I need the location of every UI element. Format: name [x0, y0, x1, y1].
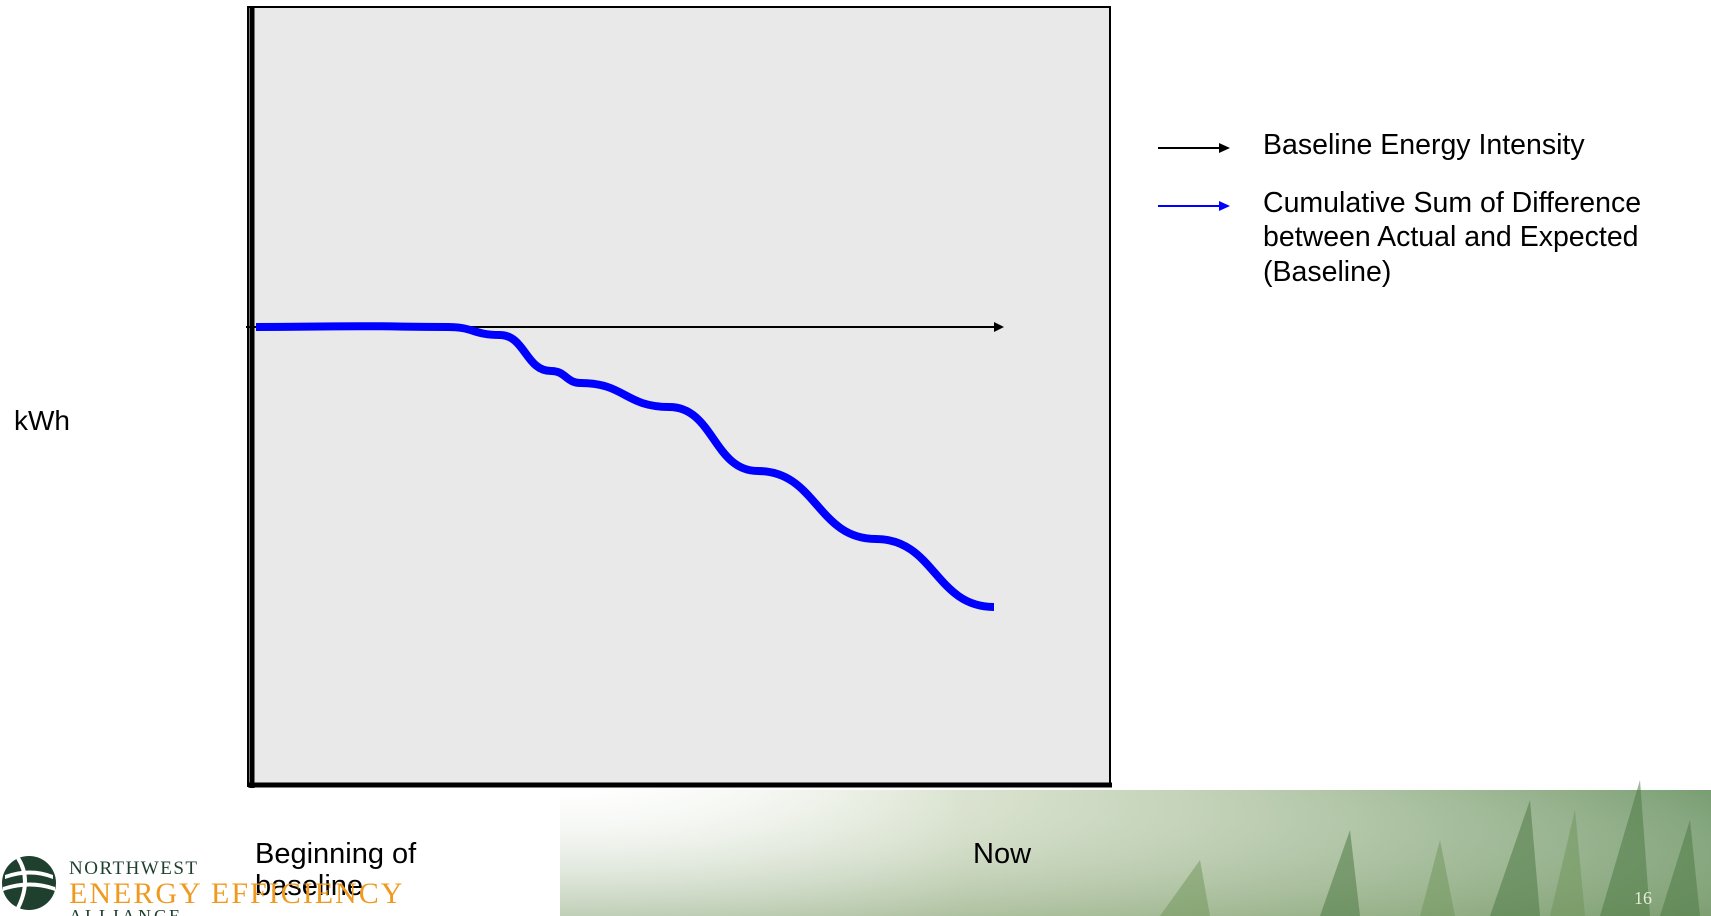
grass-background-image — [560, 770, 1711, 916]
y-axis-label: kWh — [14, 405, 70, 436]
globe-leaf-icon — [2, 856, 56, 910]
legend-item-cusum: Cumulative Sum of Difference between Act… — [1155, 186, 1705, 289]
legend: Baseline Energy Intensity Cumulative Sum… — [1155, 128, 1705, 313]
x-tick-now: Now — [973, 838, 1032, 870]
legend-item-baseline: Baseline Energy Intensity — [1155, 128, 1705, 162]
x-tick-beginning-of-baseline: Beginning of baseline — [255, 838, 417, 903]
legend-label-baseline: Baseline Energy Intensity — [1263, 129, 1585, 161]
logo-line-northwest: NORTHWEST — [69, 858, 199, 879]
plot-background — [247, 6, 1111, 787]
logo-line-alliance: ALLIANCE — [69, 906, 183, 916]
page-number: 16 — [1634, 888, 1652, 908]
legend-arrow-blue-icon — [1158, 201, 1230, 212]
chart-plot-area — [246, 6, 1112, 788]
logo-line-energy-efficiency: ENERGY EFFICIENCY — [69, 877, 405, 910]
legend-label-cusum: Cumulative Sum of Difference between Act… — [1263, 187, 1642, 288]
northwest-energy-efficiency-alliance-logo: NORTHWEST ENERGY EFFICIENCY ALLIANCE — [0, 848, 420, 916]
series-line-cusum — [255, 322, 995, 611]
legend-arrow-black-icon — [1158, 143, 1230, 153]
